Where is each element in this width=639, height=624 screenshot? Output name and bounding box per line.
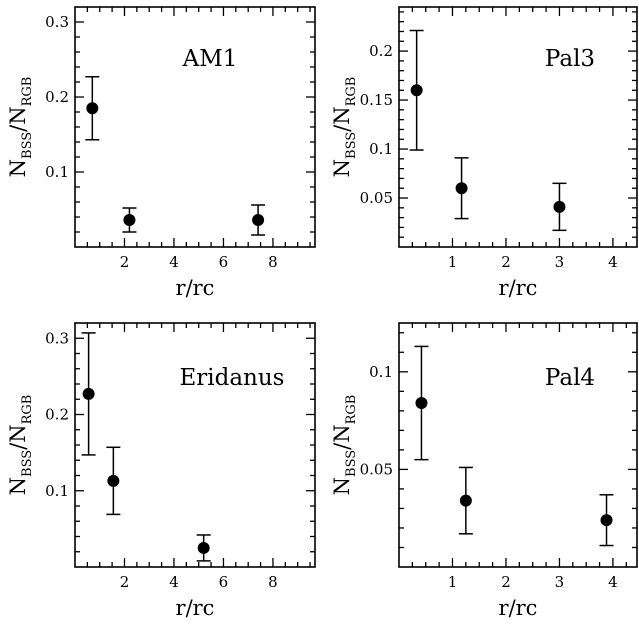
y-tick-label: 0.2 <box>45 88 69 106</box>
x-tick-label: 6 <box>219 573 229 591</box>
x-tick-label: 1 <box>448 573 458 591</box>
x-axis-title: r/rc <box>499 276 538 300</box>
y-tick-label: 0.15 <box>360 91 393 109</box>
data-point <box>107 474 120 487</box>
x-axis-title: r/rc <box>499 596 538 620</box>
x-tick-label: 4 <box>608 253 618 271</box>
data-point <box>455 182 468 195</box>
x-tick-label: 2 <box>501 253 511 271</box>
x-tick-label: 2 <box>120 573 130 591</box>
chart-panel-pal3: 1 2 3 4 0.05 0.1 0.15 0.2 r/rc NBSS/NRGB Pal3 <box>330 6 638 300</box>
y-axis-title: NBSS/NRGB <box>330 77 359 178</box>
chart-panel-eridanus: 2 4 6 8 0.1 0.2 0.3 r/rc NBSS/NRGB Eridanus <box>6 322 316 620</box>
chart-panel-pal4: 1 2 3 4 0.05 0.1 r/rc NBSS/NRGB Pal4 <box>330 322 638 620</box>
panel-label: Pal4 <box>545 365 595 391</box>
data-point <box>410 84 423 97</box>
y-tick-label: 0.05 <box>360 189 393 207</box>
x-axis-title: r/rc <box>176 596 215 620</box>
y-tick-label: 0.2 <box>369 42 393 60</box>
x-tick-label: 8 <box>268 573 278 591</box>
x-tick-label: 2 <box>120 253 130 271</box>
data-point <box>459 494 472 507</box>
y-tick-label: 0.3 <box>45 13 69 31</box>
chart-panel-am1: 2 4 6 8 0.1 0.2 0.3 r/rc NBSS/NRGB AM1 <box>6 6 316 300</box>
data-point <box>86 102 99 115</box>
plot-frame <box>398 6 638 248</box>
y-tick-label: 0.1 <box>369 140 393 158</box>
x-tick-label: 1 <box>448 253 458 271</box>
panel-label: AM1 <box>182 46 238 72</box>
x-axis-title: r/rc <box>176 276 215 300</box>
panel-label: Pal3 <box>545 46 595 72</box>
y-axis-title: NBSS/NRGB <box>6 77 35 178</box>
x-tick-label: 3 <box>555 253 565 271</box>
data-point <box>600 514 613 527</box>
y-axis-title: NBSS/NRGB <box>330 395 359 496</box>
data-point <box>553 200 566 213</box>
x-tick-label: 3 <box>555 573 565 591</box>
data-point <box>252 214 265 226</box>
panel-label: Eridanus <box>179 365 284 391</box>
x-tick-label: 2 <box>501 573 511 591</box>
plot-frame <box>74 6 316 248</box>
y-tick-label: 0.1 <box>45 482 69 500</box>
y-tick-label: 0.1 <box>369 363 393 381</box>
plot-frame <box>398 322 638 568</box>
data-point <box>82 387 95 400</box>
y-tick-label: 0.3 <box>45 329 69 347</box>
data-point <box>197 541 210 554</box>
y-tick-label: 0.1 <box>45 163 69 181</box>
plot-frame <box>74 322 316 568</box>
y-tick-label: 0.2 <box>45 406 69 424</box>
x-tick-label: 8 <box>268 253 278 271</box>
data-point <box>123 214 136 226</box>
data-point <box>415 397 428 410</box>
x-tick-label: 4 <box>608 573 618 591</box>
x-tick-label: 4 <box>169 573 179 591</box>
x-tick-label: 6 <box>219 253 229 271</box>
x-tick-label: 4 <box>169 253 179 271</box>
y-axis-title: NBSS/NRGB <box>6 395 35 496</box>
y-tick-label: 0.05 <box>360 460 393 478</box>
